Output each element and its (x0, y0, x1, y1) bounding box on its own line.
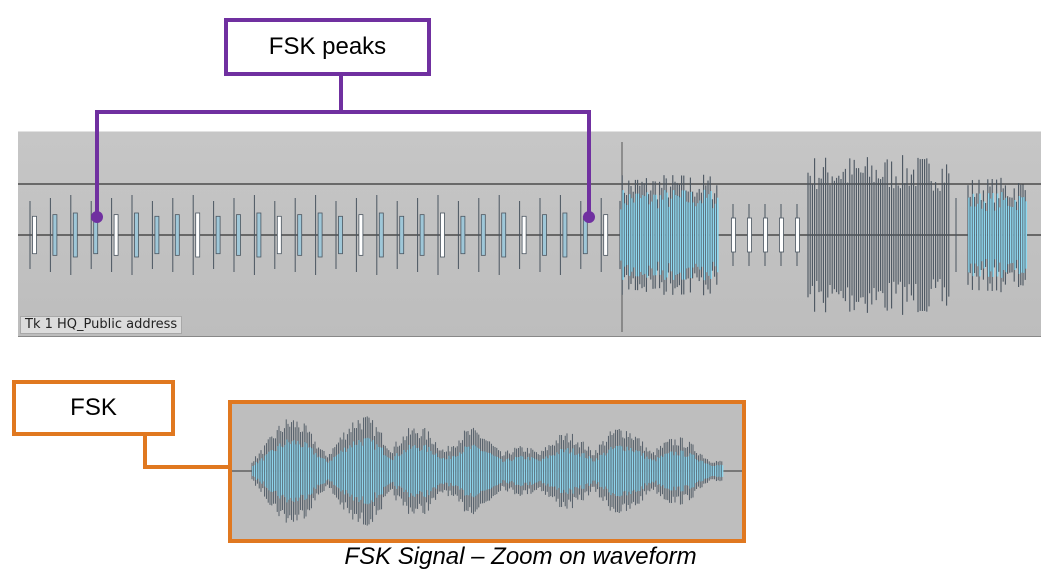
peak-mark (440, 212, 445, 258)
audio-track-panel[interactable]: Tk 1 HQ_Public address (18, 131, 1041, 337)
peaks-connector-left (95, 76, 343, 215)
peak-mark (236, 214, 241, 256)
peak-mark (763, 217, 768, 253)
peak-mark (276, 215, 282, 255)
peak-mark (603, 214, 609, 256)
peak-mark (731, 217, 736, 253)
peak-mark (562, 212, 568, 258)
track-name-label: Tk 1 HQ_Public address (20, 316, 183, 334)
peak-mark (779, 217, 784, 253)
peak-mark (542, 214, 547, 256)
peak-mark (134, 212, 139, 258)
peak-mark (378, 212, 384, 258)
peak-mark (317, 212, 323, 258)
track-waveform (18, 142, 1041, 332)
peak-mark (460, 215, 466, 255)
peak-mark (747, 217, 752, 253)
peak-mark (480, 214, 486, 256)
zoomed-waveform (232, 416, 742, 526)
peak-mark (501, 212, 507, 258)
peak-mark (72, 212, 78, 258)
peak-mark (195, 212, 201, 258)
fsk-connector (143, 436, 230, 469)
peak-point-right (583, 211, 595, 223)
peak-mark (256, 212, 262, 258)
peak-mark (174, 214, 180, 256)
peak-mark (215, 215, 221, 255)
peak-mark (52, 214, 58, 256)
peak-mark (399, 215, 405, 255)
peak-mark (419, 214, 425, 256)
figure-caption: FSK Signal – Zoom on waveform (344, 543, 697, 570)
fsk-callout: FSK (12, 380, 175, 436)
peak-mark (358, 214, 364, 256)
peak-mark (297, 214, 303, 256)
peak-mark (32, 215, 37, 255)
peak-mark (113, 214, 119, 256)
peak-mark (338, 215, 343, 255)
peak-point-left (91, 211, 103, 223)
peaks-connector-right (341, 110, 591, 215)
fsk-peaks-callout: FSK peaks (224, 18, 431, 76)
peak-mark (154, 215, 160, 255)
zoomed-waveform-panel (228, 400, 746, 543)
peak-mark (521, 215, 527, 255)
peak-mark (795, 217, 800, 253)
